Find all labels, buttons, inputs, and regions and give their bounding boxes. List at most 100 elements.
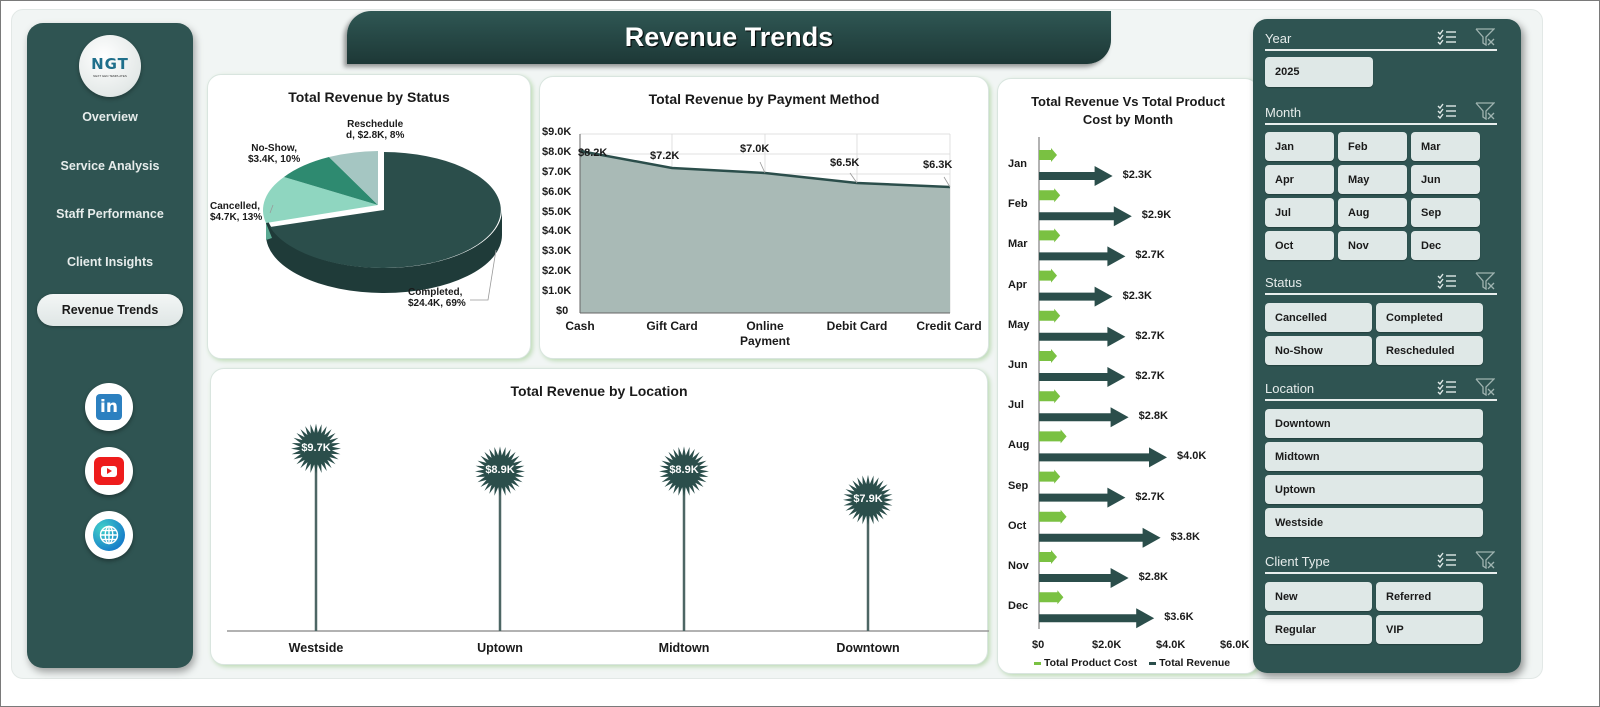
- filter-status-rescheduled[interactable]: Rescheduled: [1376, 336, 1483, 365]
- data-label: $6.3K: [923, 159, 953, 171]
- y-tick: Nov: [1008, 560, 1029, 572]
- filter-client-type-header: Client Type: [1265, 550, 1497, 574]
- x-tick: Online Payment: [739, 319, 791, 348]
- filter-month-nov[interactable]: Nov: [1338, 231, 1407, 260]
- linkedin-button[interactable]: in: [85, 383, 133, 431]
- sidebar: NGT NEXT GEN TEMPLATES Overview Service …: [27, 23, 193, 668]
- x-tick: Midtown: [658, 641, 710, 655]
- filter-month-oct[interactable]: Oct: [1265, 231, 1334, 260]
- chart-revenue-vs-cost-by-month: Total Revenue Vs Total Product Cost by M…: [997, 78, 1259, 674]
- logo-subtext: NEXT GEN TEMPLATES: [93, 73, 127, 78]
- clear-filter-icon[interactable]: [1475, 272, 1495, 290]
- pie-label-no-show: No-Show, $3.4K, 10%: [248, 143, 301, 165]
- filter-status-cancelled[interactable]: Cancelled: [1265, 303, 1372, 332]
- chart-revenue-by-status: Total Revenue by Status Reschedule d, $2.…: [207, 74, 531, 359]
- clear-filter-icon[interactable]: [1475, 28, 1495, 46]
- data-label: $2.8K: [1138, 410, 1168, 423]
- filter-status-header: Status: [1265, 271, 1497, 295]
- nav-client-insights[interactable]: Client Insights: [66, 255, 154, 269]
- nav-service-analysis[interactable]: Service Analysis: [60, 159, 160, 173]
- filter-year-label: Year: [1265, 31, 1292, 46]
- x-tick: Westside: [288, 641, 344, 655]
- multi-select-icon[interactable]: [1437, 29, 1457, 45]
- logo: NGT NEXT GEN TEMPLATES: [79, 35, 141, 97]
- filter-client-new[interactable]: New: [1265, 582, 1372, 611]
- filter-location-uptown[interactable]: Uptown: [1265, 475, 1483, 504]
- chart-revenue-by-location: Total Revenue by Location $9.7K Westside $…: [210, 368, 989, 665]
- y-tick: Sep: [1008, 479, 1029, 492]
- filter-location-downtown[interactable]: Downtown: [1265, 409, 1483, 438]
- nav-staff-performance[interactable]: Staff Performance: [56, 207, 164, 221]
- y-tick: $6.0K: [542, 186, 572, 198]
- filter-status-no-show[interactable]: No-Show: [1265, 336, 1372, 365]
- data-label: $7.2K: [650, 150, 680, 162]
- data-label: $6.5K: [830, 157, 860, 169]
- y-tick: Jan: [1008, 158, 1027, 170]
- youtube-icon: [94, 457, 124, 485]
- y-tick: Mar: [1008, 238, 1028, 251]
- filter-status-completed[interactable]: Completed: [1376, 303, 1483, 332]
- multi-select-icon[interactable]: [1437, 379, 1457, 395]
- data-label: $2.7K: [1135, 370, 1165, 382]
- y-tick: $1.0K: [542, 285, 572, 297]
- y-tick: $2.0K: [542, 265, 572, 277]
- filter-location-westside[interactable]: Westside: [1265, 508, 1483, 537]
- y-tick: Aug: [1008, 439, 1030, 452]
- website-button[interactable]: [85, 511, 133, 559]
- y-tick: $4.0K: [542, 225, 572, 237]
- y-tick: Oct: [1008, 519, 1027, 532]
- filter-month-jun[interactable]: Jun: [1411, 165, 1480, 194]
- multi-select-icon[interactable]: [1437, 103, 1457, 119]
- multi-select-icon[interactable]: [1437, 273, 1457, 289]
- filter-month-sep[interactable]: Sep: [1411, 198, 1480, 227]
- filter-month-mar[interactable]: Mar: [1411, 132, 1480, 161]
- data-label: $2.7K: [1135, 329, 1165, 342]
- youtube-button[interactable]: [85, 447, 133, 495]
- filter-month-dec[interactable]: Dec: [1411, 231, 1480, 260]
- chart-title: Total Revenue by Location: [510, 383, 688, 399]
- data-label: $2.3K: [1122, 289, 1152, 302]
- filter-client-vip[interactable]: VIP: [1376, 615, 1483, 644]
- pie-label-completed: Completed, $24.4K, 69%: [408, 287, 466, 309]
- data-label: $8.2K: [578, 147, 608, 159]
- y-tick: $9.0K: [542, 126, 572, 138]
- data-label: $3.6K: [1164, 611, 1194, 624]
- filter-year-2025[interactable]: 2025: [1265, 57, 1373, 87]
- chart-revenue-by-payment-method: Total Revenue by Payment Method $9.0K $8…: [539, 76, 989, 359]
- filter-month-apr[interactable]: Apr: [1265, 165, 1334, 194]
- filter-month-aug[interactable]: Aug: [1338, 198, 1407, 227]
- y-tick: $5.0K: [542, 206, 572, 218]
- filter-month-may[interactable]: May: [1338, 165, 1407, 194]
- chart-legend: Total Product Cost Total Revenue: [1034, 657, 1230, 669]
- x-tick: $6.0K: [1220, 639, 1250, 651]
- data-label: $4.0K: [1177, 450, 1207, 463]
- filter-month-jan[interactable]: Jan: [1265, 132, 1334, 161]
- page-title-banner: Revenue Trends: [347, 11, 1111, 64]
- clear-filter-icon[interactable]: [1475, 102, 1495, 120]
- data-label: $2.8K: [1138, 571, 1168, 583]
- clear-filter-icon[interactable]: [1475, 551, 1495, 569]
- filter-client-referred[interactable]: Referred: [1376, 582, 1483, 611]
- y-tick: Jul: [1008, 399, 1024, 412]
- linkedin-icon: in: [96, 394, 122, 420]
- multi-select-icon[interactable]: [1437, 552, 1457, 568]
- filter-location-midtown[interactable]: Midtown: [1265, 442, 1483, 471]
- filter-client-regular[interactable]: Regular: [1265, 615, 1372, 644]
- clear-filter-icon[interactable]: [1475, 378, 1495, 396]
- x-tick: $4.0K: [1156, 639, 1186, 651]
- legend-total-revenue: Total Revenue: [1149, 657, 1230, 669]
- filter-panel: Year 2025 Month Jan Feb Mar Apr May Jun Jul Aug…: [1253, 19, 1521, 673]
- logo-text: NGT: [91, 54, 129, 73]
- x-tick: Uptown: [477, 641, 523, 655]
- filter-client-type-label: Client Type: [1265, 554, 1330, 569]
- globe-icon: [93, 519, 125, 551]
- lollipop-chart: [227, 423, 989, 632]
- nav-overview[interactable]: Overview: [82, 110, 138, 124]
- nav-revenue-trends[interactable]: Revenue Trends: [37, 294, 183, 326]
- y-tick: $8.0K: [542, 146, 572, 158]
- data-label: $2.7K: [1135, 490, 1165, 503]
- filter-month-jul[interactable]: Jul: [1265, 198, 1334, 227]
- x-tick: Credit Card: [916, 319, 982, 333]
- filter-month-feb[interactable]: Feb: [1338, 132, 1407, 161]
- pie-chart: [263, 151, 502, 301]
